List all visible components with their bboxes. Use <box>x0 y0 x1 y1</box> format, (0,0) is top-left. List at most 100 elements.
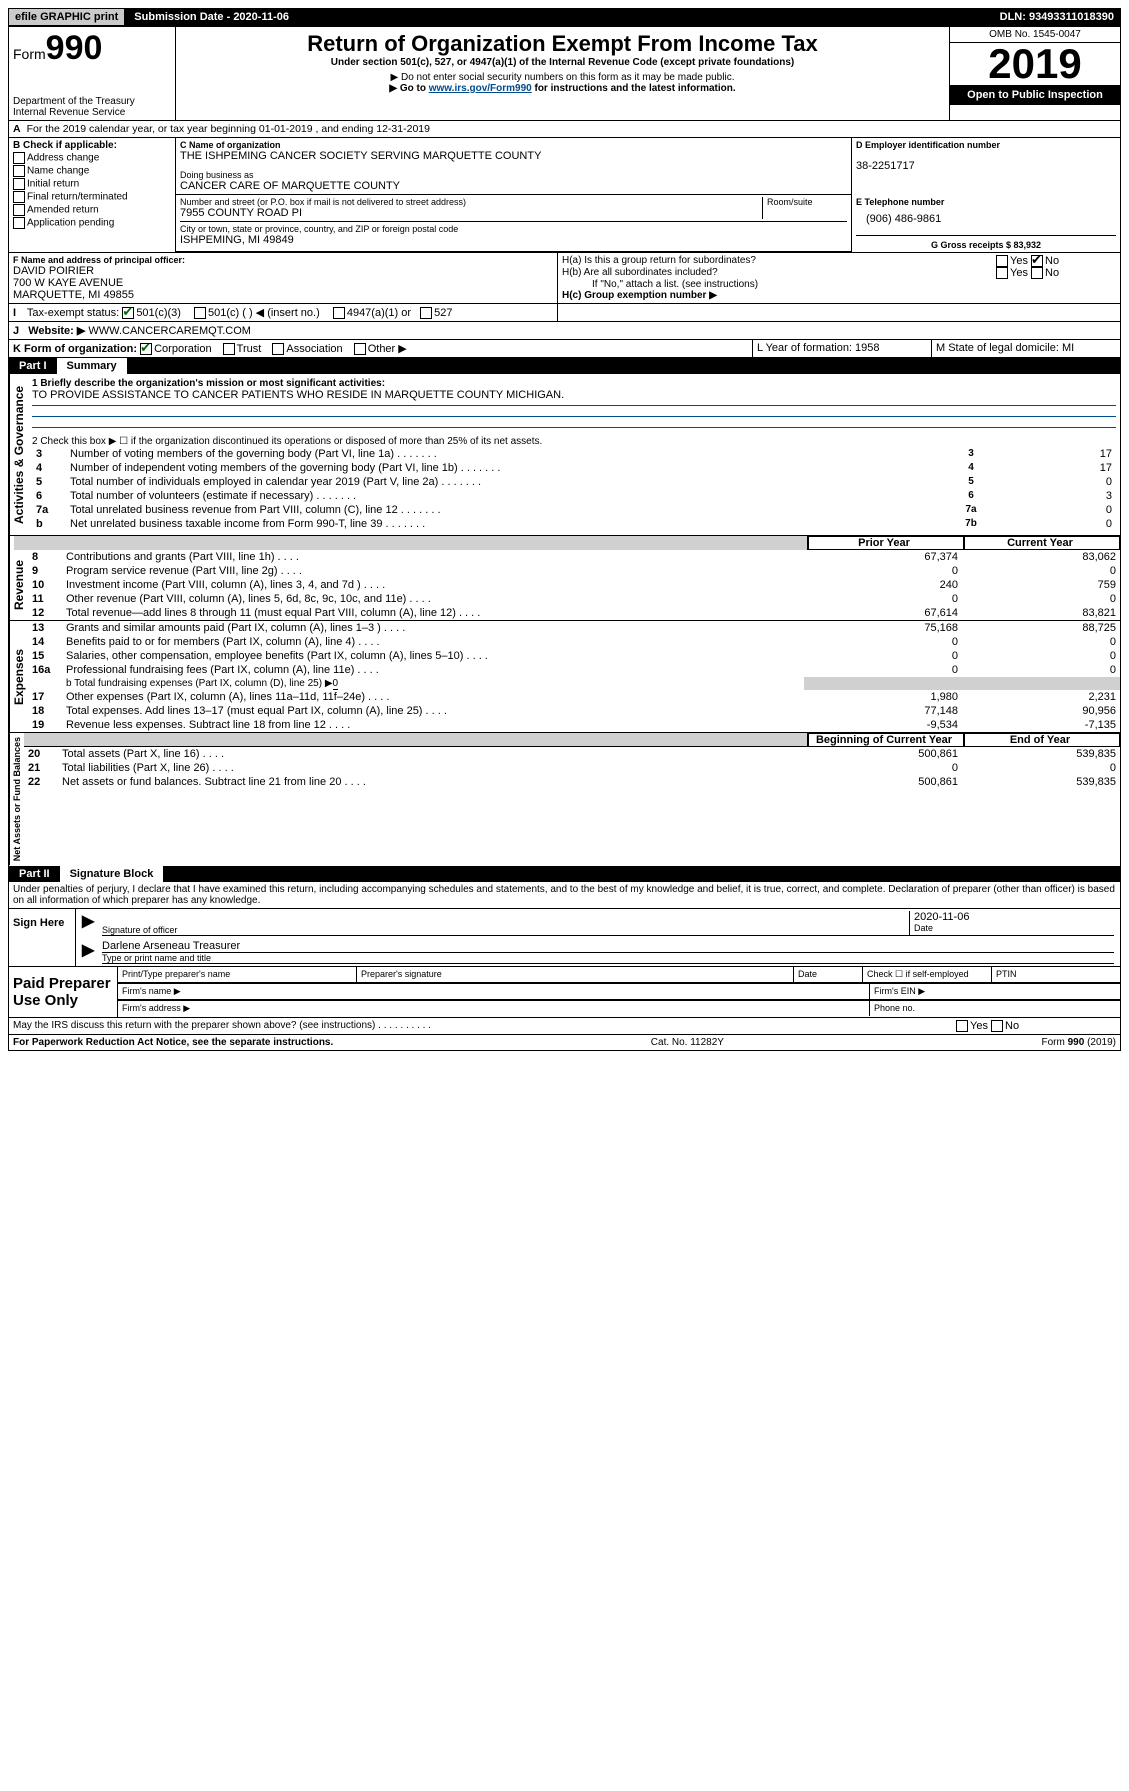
c-label: C Name of organization <box>180 140 847 150</box>
sign-here-label: Sign Here <box>9 909 76 966</box>
ha-yn: Yes No <box>996 255 1116 267</box>
warn-goto: ▶ Go to www.irs.gov/Form990 for instruct… <box>180 83 945 94</box>
row-16b-py <box>804 677 962 690</box>
eoy-hdr: End of Year <box>964 733 1120 747</box>
dba-name: CANCER CARE OF MARQUETTE COUNTY <box>180 180 847 192</box>
hb-yn: Yes No <box>996 267 1116 279</box>
hb-note: If "No," attach a list. (see instruction… <box>562 279 1116 290</box>
submission-date: Submission Date - 2020-11-06 <box>128 9 295 25</box>
cb-app-pending[interactable]: Application pending <box>13 217 171 229</box>
sig-officer-label: Signature of officer <box>102 925 909 935</box>
prior-year-hdr: Prior Year <box>808 536 964 550</box>
cb-501c3[interactable] <box>122 307 134 319</box>
paperwork-notice: For Paperwork Reduction Act Notice, see … <box>13 1037 333 1048</box>
table-row: bNet unrelated business taxable income f… <box>32 517 1116 531</box>
cb-amended[interactable]: Amended return <box>13 204 171 216</box>
org-name: THE ISHPEMING CANCER SOCIETY SERVING MAR… <box>180 150 847 162</box>
irs-link[interactable]: www.irs.gov/Form990 <box>429 83 532 94</box>
officer-name: DAVID POIRIER <box>13 265 553 277</box>
cb-final-return[interactable]: Final return/terminated <box>13 191 171 203</box>
prep-check[interactable]: Check ☐ if self-employed <box>863 967 992 983</box>
prep-sig-label: Preparer's signature <box>357 967 794 983</box>
prep-date-label: Date <box>794 967 863 983</box>
table-row: 12Total revenue—add lines 8 through 11 (… <box>28 606 1120 620</box>
cb-trust[interactable] <box>223 343 235 355</box>
dba-label: Doing business as <box>180 170 847 180</box>
table-row: 18Total expenses. Add lines 13–17 (must … <box>28 704 1120 718</box>
info-block: B Check if applicable: Address change Na… <box>9 138 1120 253</box>
m-state: M State of legal domicile: MI <box>932 340 1120 358</box>
footer: For Paperwork Reduction Act Notice, see … <box>9 1034 1120 1050</box>
cb-assoc[interactable] <box>272 343 284 355</box>
city-state-zip: ISHPEMING, MI 49849 <box>180 234 847 246</box>
row-16b-cy <box>962 677 1120 690</box>
i-row: I Tax-exempt status: 501(c)(3) 501(c) ( … <box>9 304 1120 322</box>
table-row: 11Other revenue (Part VIII, column (A), … <box>28 592 1120 606</box>
ptin-label: PTIN <box>992 967 1120 983</box>
table-row: 21Total liabilities (Part X, line 26) . … <box>24 761 1120 775</box>
paid-prep-label: Paid Preparer Use Only <box>9 967 118 1017</box>
table-row: 13Grants and similar amounts paid (Part … <box>28 621 1120 635</box>
sign-here-block: Sign Here ▶ Signature of officer 2020-11… <box>9 908 1120 966</box>
ha-label: H(a) Is this a group return for subordin… <box>562 255 996 267</box>
net-table: 20Total assets (Part X, line 16) . . . .… <box>24 747 1120 789</box>
j-label: Website: ▶ <box>28 325 85 337</box>
table-row: 17Other expenses (Part IX, column (A), l… <box>28 690 1120 704</box>
table-row: 10Investment income (Part VIII, column (… <box>28 578 1120 592</box>
l-year: L Year of formation: 1958 <box>753 340 932 358</box>
governance-table: 3Number of voting members of the governi… <box>32 447 1116 531</box>
cb-other[interactable] <box>354 343 366 355</box>
discuss-yn[interactable]: Yes No <box>956 1020 1116 1032</box>
table-row: 3Number of voting members of the governi… <box>32 447 1116 461</box>
arrow-icon: ▶ <box>82 911 102 936</box>
cb-527[interactable] <box>420 307 432 319</box>
efile-badge[interactable]: efile GRAPHIC print <box>9 9 124 25</box>
table-row: 16aProfessional fundraising fees (Part I… <box>28 663 1120 677</box>
revenue-table: 8Contributions and grants (Part VIII, li… <box>28 550 1120 620</box>
klm-row: K Form of organization: Corporation Trus… <box>9 340 1120 358</box>
revenue-vlabel: Revenue <box>9 550 28 620</box>
expense-table: 13Grants and similar amounts paid (Part … <box>28 621 1120 732</box>
form-container: Form990 Department of the Treasury Inter… <box>8 26 1121 1051</box>
form-number: Form990 <box>13 29 171 68</box>
table-row: 9Program service revenue (Part VIII, lin… <box>28 564 1120 578</box>
form-title: Return of Organization Exempt From Incom… <box>180 31 945 57</box>
prep-name-label: Print/Type preparer's name <box>118 967 357 983</box>
part-i-tag: Part I <box>9 358 57 374</box>
f-label: F Name and address of principal officer: <box>13 255 553 265</box>
perjury-text: Under penalties of perjury, I declare th… <box>9 882 1120 908</box>
part-ii-title: Signature Block <box>60 866 164 882</box>
cb-corp[interactable] <box>140 343 152 355</box>
firm-ein-label: Firm's EIN ▶ <box>870 984 1120 1000</box>
q1-label: 1 Briefly describe the organization's mi… <box>32 378 1116 389</box>
d-label: D Employer identification number <box>856 140 1116 150</box>
j-row: J Website: ▶ WWW.CANCERCAREMQT.COM <box>9 322 1120 340</box>
room-label: Room/suite <box>767 197 847 207</box>
officer-addr1: 700 W KAYE AVENUE <box>13 277 553 289</box>
table-row: 8Contributions and grants (Part VIII, li… <box>28 550 1120 564</box>
sig-date-label: Date <box>914 923 1114 933</box>
cb-address-change[interactable]: Address change <box>13 152 171 164</box>
cb-501c[interactable] <box>194 307 206 319</box>
dept-irs: Internal Revenue Service <box>13 107 171 118</box>
form-subtitle: Under section 501(c), 527, or 4947(a)(1)… <box>180 57 945 68</box>
table-row: 4Number of independent voting members of… <box>32 461 1116 475</box>
cb-initial-return[interactable]: Initial return <box>13 178 171 190</box>
telephone: (906) 486-9861 <box>866 213 1116 225</box>
ein: 38-2251717 <box>856 160 1116 172</box>
paid-preparer-block: Paid Preparer Use Only Print/Type prepar… <box>9 966 1120 1017</box>
firm-addr-label: Firm's address ▶ <box>118 1001 870 1016</box>
cb-name-change[interactable]: Name change <box>13 165 171 177</box>
hb-label: H(b) Are all subordinates included? <box>562 267 996 279</box>
row-16b-label: b Total fundraising expenses (Part IX, c… <box>66 678 333 689</box>
cb-4947[interactable] <box>333 307 345 319</box>
table-row: 14Benefits paid to or for members (Part … <box>28 635 1120 649</box>
row-16b-val: 0 <box>333 678 339 690</box>
current-year-hdr: Current Year <box>964 536 1120 550</box>
b-heading: B Check if applicable: <box>13 140 171 151</box>
g-gross-receipts: G Gross receipts $ 83,932 <box>856 235 1116 250</box>
expense-vlabel: Expenses <box>9 621 28 732</box>
k-label: K Form of organization: <box>13 343 137 355</box>
tax-year: 2019 <box>950 43 1120 85</box>
mission-text: TO PROVIDE ASSISTANCE TO CANCER PATIENTS… <box>32 389 1116 401</box>
